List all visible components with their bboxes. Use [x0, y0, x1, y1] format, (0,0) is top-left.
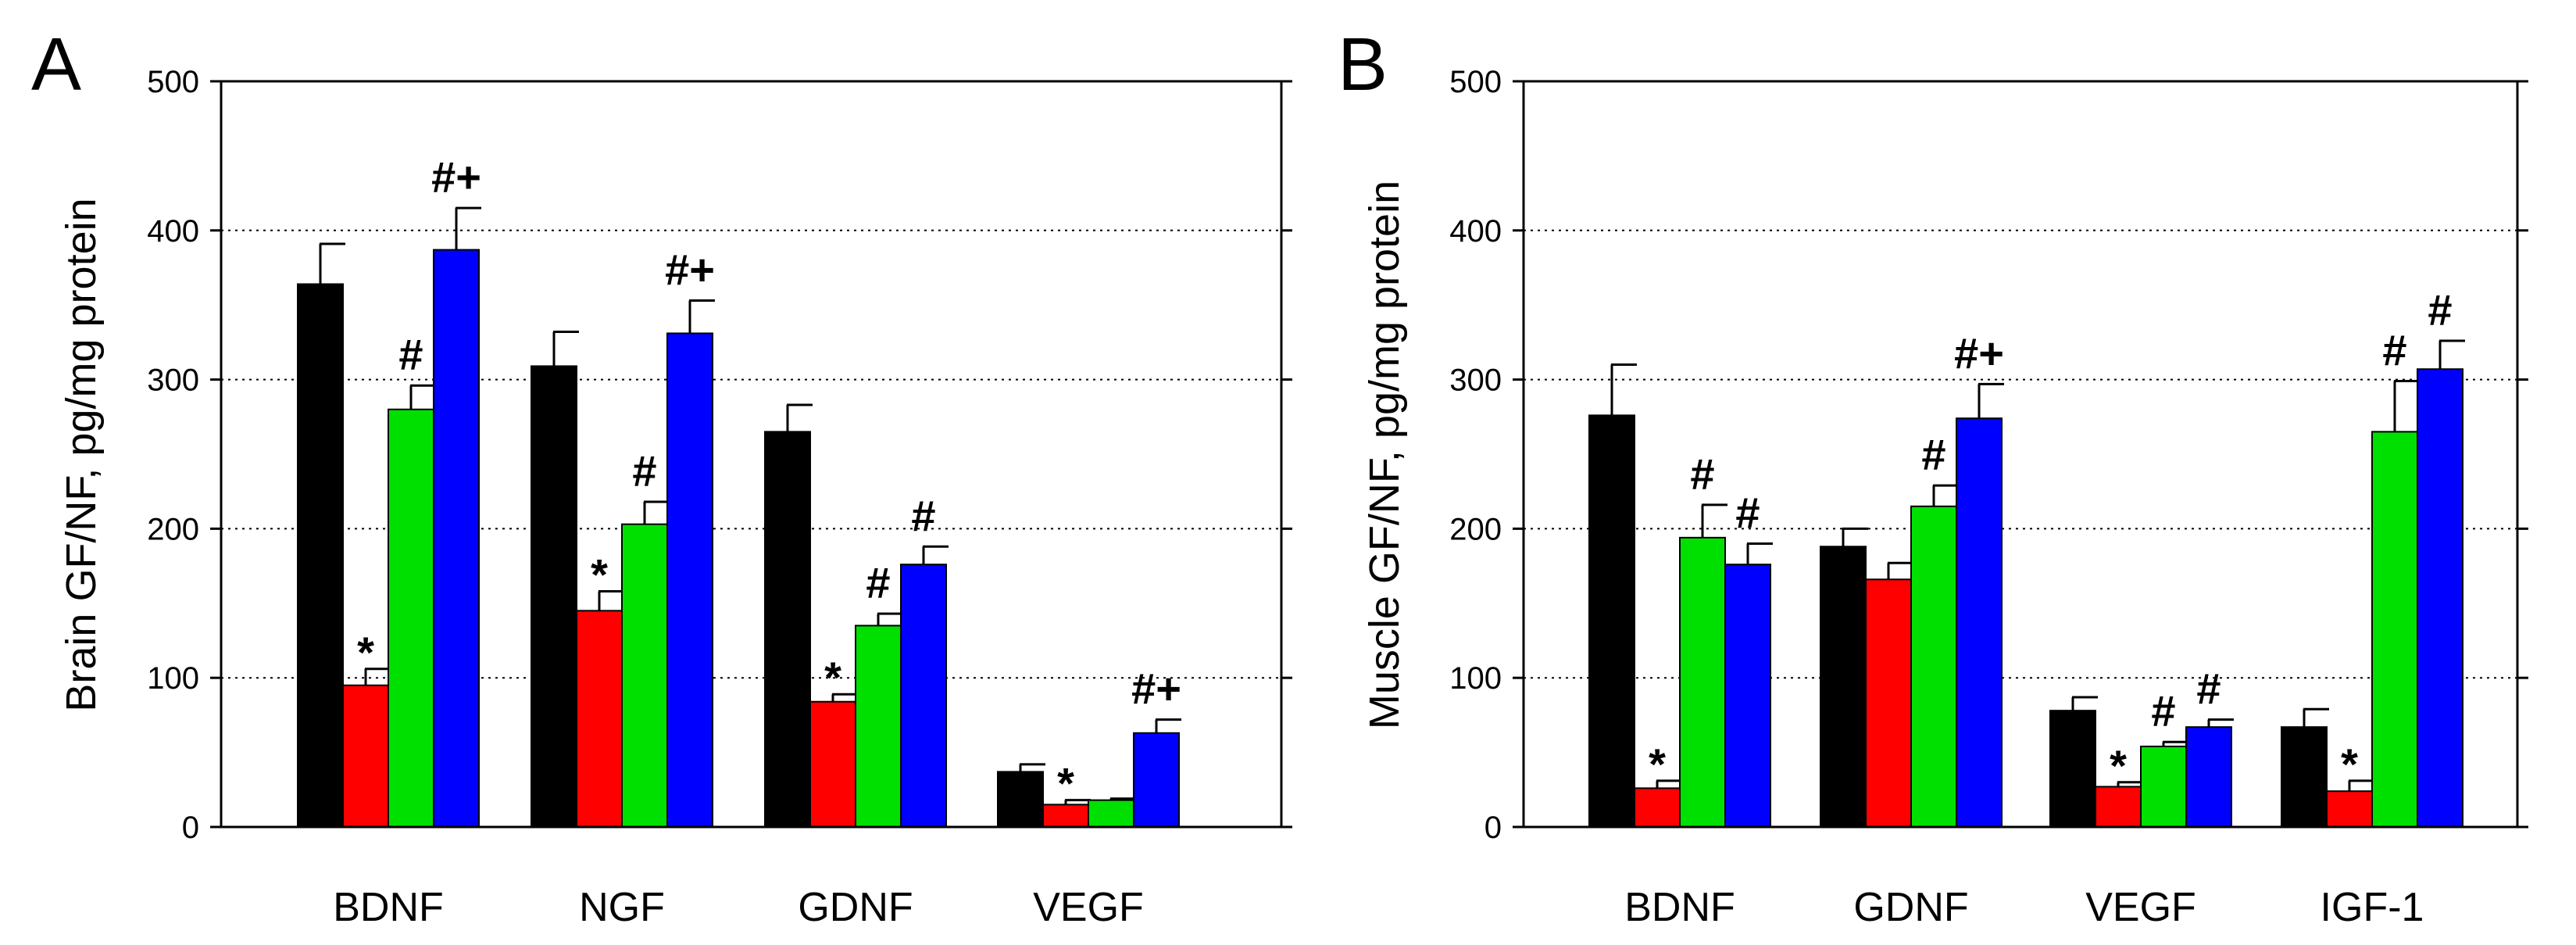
y-tick-label-a-0: 0 — [182, 811, 199, 845]
bar-b-BDNF-group2 — [1634, 787, 1681, 829]
x-category-label-a-GDNF: GDNF — [798, 885, 913, 930]
panel-a: A Brain GF/NF, pg/mg protein 0 100 200 300 4… — [31, 23, 1292, 930]
bar-a-GDNF-group2 — [809, 700, 856, 829]
significance-mark-b-6: # — [2151, 686, 2175, 736]
bar-b-BDNF-group1 — [1588, 414, 1635, 828]
significance-mark-b-9: # — [2382, 326, 2406, 375]
bar-b-BDNF-group3 — [1679, 536, 1726, 829]
x-category-label-a-BDNF: BDNF — [333, 885, 444, 930]
y-tick-label-a-100: 100 — [147, 661, 199, 696]
bar-a-BDNF-group4 — [433, 249, 480, 828]
significance-mark-a-9: * — [1057, 759, 1074, 808]
bar-b-IGF-1-group3 — [2371, 431, 2418, 828]
bar-b-GDNF-group4 — [1956, 417, 2003, 828]
significance-mark-a-7: # — [866, 558, 890, 607]
y-tick-label-b-100: 100 — [1449, 661, 1502, 696]
bar-b-VEGF-group1 — [2049, 710, 2096, 829]
significance-mark-b-4: #+ — [1954, 328, 2004, 378]
bar-b-BDNF-group4 — [1724, 564, 1771, 829]
significance-mark-a-2: #+ — [431, 152, 481, 202]
y-axis-label-b: Muscle GF/NF, pg/mg protein — [1361, 181, 1408, 729]
significance-mark-b-7: # — [2196, 664, 2221, 714]
significance-mark-b-5: * — [2110, 741, 2127, 790]
bar-b-VEGF-group2 — [2095, 786, 2142, 829]
significance-mark-a-3: * — [591, 550, 608, 600]
bar-b-GDNF-group2 — [1865, 578, 1912, 828]
bar-a-BDNF-group1 — [297, 283, 344, 829]
bar-a-NGF-group3 — [621, 523, 668, 829]
bar-a-NGF-group1 — [531, 365, 577, 829]
y-tick-label-b-300: 300 — [1449, 363, 1502, 398]
significance-mark-a-10: #+ — [1131, 664, 1181, 714]
panel-b: B Muscle GF/NF, pg/mg protein 0 100 200 300… — [1338, 23, 2528, 930]
significance-mark-b-10: # — [2428, 285, 2452, 335]
bar-a-NGF-group4 — [666, 332, 713, 828]
y-tick-label-b-500: 500 — [1449, 65, 1502, 99]
plot-frame-b — [1522, 80, 2519, 829]
y-tick-label-a-500: 500 — [147, 65, 199, 99]
x-category-label-a-VEGF: VEGF — [1033, 885, 1144, 930]
bar-a-BDNF-group2 — [342, 684, 389, 828]
plot-frame-a — [220, 80, 1283, 829]
bar-a-GDNF-group3 — [855, 625, 902, 828]
bar-b-GDNF-group3 — [1910, 505, 1957, 829]
bar-b-VEGF-group4 — [2185, 726, 2232, 828]
significance-mark-b-2: # — [1735, 488, 1760, 537]
x-category-label-b-IGF-1: IGF-1 — [2321, 885, 2424, 930]
y-tick-label-b-0: 0 — [1485, 811, 1502, 845]
bar-a-GDNF-group4 — [900, 564, 947, 829]
significance-mark-a-5: #+ — [665, 245, 715, 294]
y-tick-label-a-200: 200 — [147, 512, 199, 546]
y-tick-label-a-300: 300 — [147, 363, 199, 398]
y-axis-label-a: Brain GF/NF, pg/mg protein — [58, 198, 105, 711]
significance-mark-b-8: * — [2341, 739, 2358, 789]
significance-mark-b-0: * — [1649, 739, 1666, 789]
x-category-label-a-NGF: NGF — [579, 885, 665, 930]
bar-a-VEGF-group2 — [1042, 804, 1089, 829]
bar-a-VEGF-group4 — [1133, 732, 1180, 829]
bar-b-GDNF-group1 — [1820, 546, 1867, 829]
y-tick-label-b-200: 200 — [1449, 512, 1502, 546]
significance-mark-a-8: # — [911, 491, 935, 540]
x-category-label-b-VEGF: VEGF — [2085, 885, 2196, 930]
significance-mark-b-3: # — [1921, 430, 1945, 479]
bar-a-GDNF-group1 — [764, 431, 811, 828]
significance-mark-a-0: * — [357, 628, 374, 677]
bar-a-NGF-group2 — [576, 610, 623, 829]
y-tick-label-a-400: 400 — [147, 214, 199, 249]
significance-mark-a-4: # — [632, 446, 656, 496]
bar-b-IGF-1-group1 — [2281, 726, 2328, 828]
significance-mark-a-6: * — [824, 653, 841, 702]
x-category-label-b-GDNF: GDNF — [1853, 885, 1968, 930]
x-category-label-b-BDNF: BDNF — [1624, 885, 1735, 930]
significance-mark-a-1: # — [398, 330, 423, 379]
significance-mark-b-1: # — [1690, 449, 1714, 499]
bar-a-BDNF-group3 — [388, 408, 434, 828]
bar-b-IGF-1-group2 — [2326, 790, 2373, 829]
bar-a-VEGF-group3 — [1088, 799, 1134, 829]
y-tick-label-b-400: 400 — [1449, 214, 1502, 249]
panel-letter-a: A — [31, 23, 81, 106]
bar-b-VEGF-group3 — [2140, 745, 2187, 829]
panel-letter-b: B — [1338, 23, 1388, 106]
bar-b-IGF-1-group4 — [2417, 368, 2463, 828]
bar-a-VEGF-group1 — [997, 771, 1044, 828]
